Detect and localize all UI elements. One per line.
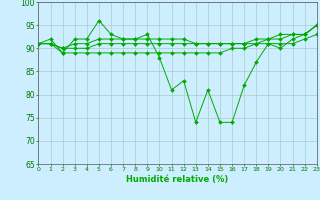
X-axis label: Humidité relative (%): Humidité relative (%) — [126, 175, 229, 184]
